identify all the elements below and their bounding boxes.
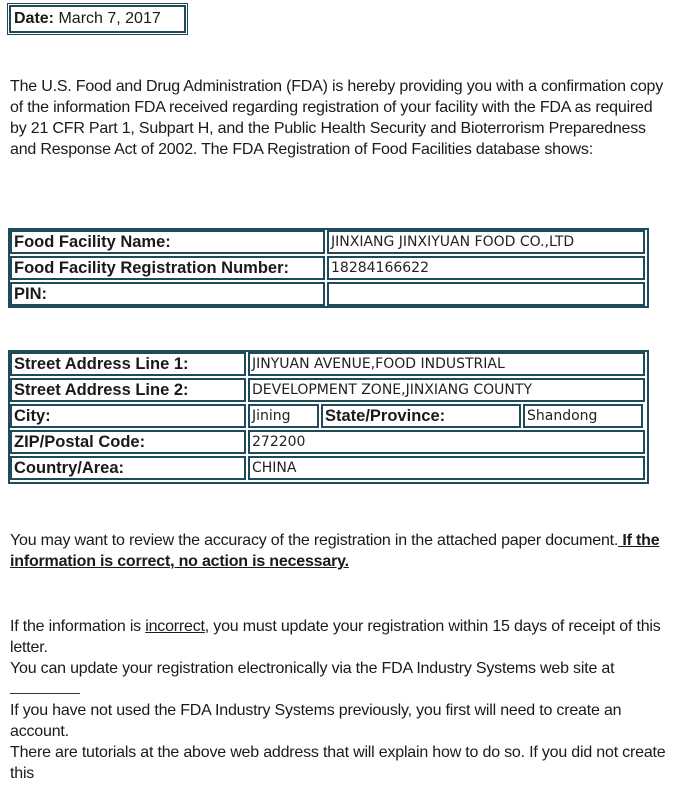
incorrect-pre: If the information is — [10, 618, 146, 635]
pin-label: PIN: — [10, 282, 325, 306]
country-value: CHINA — [248, 456, 645, 480]
intro-paragraph: The U.S. Food and Drug Administration (F… — [10, 78, 664, 158]
city-label: City: — [10, 404, 246, 428]
update-line: You can update your registration electro… — [10, 658, 670, 700]
review-bold-2: information is correct, no action is nec… — [10, 553, 349, 570]
review-text: You may want to review the accuracy of t… — [10, 532, 619, 549]
review-bold-1: If the — [618, 532, 660, 549]
update-text: You can update your registration electro… — [10, 660, 615, 677]
street-1-label: Street Address Line 1: — [10, 352, 246, 376]
facility-table: Food Facility Name: JINXIANG JINXIYUAN F… — [8, 228, 649, 308]
review-paragraph: You may want to review the accuracy of t… — [10, 530, 670, 572]
address-table: Street Address Line 1: JINYUAN AVENUE,FO… — [8, 350, 649, 484]
date-box: Date: March 7, 2017 — [7, 3, 188, 35]
state-label: State/Province: — [321, 404, 521, 428]
incorrect-word: incorrect — [145, 618, 205, 635]
incorrect-post: , you must update your registration with… — [10, 618, 661, 656]
registration-number-value: 18284166622 — [327, 256, 645, 280]
account-line: If you have not used the FDA Industry Sy… — [10, 702, 622, 740]
redacted-link[interactable] — [10, 679, 80, 694]
facility-name-label: Food Facility Name: — [10, 230, 325, 254]
tutorials-line: There are tutorials at the above web add… — [10, 744, 666, 782]
country-label: Country/Area: — [10, 456, 246, 480]
facility-name-value: JINXIANG JINXIYUAN FOOD CO.,LTD — [327, 230, 645, 254]
date-label: Date: — [14, 10, 55, 27]
date-value: March 7, 2017 — [58, 10, 161, 27]
state-value: Shandong — [523, 404, 643, 428]
zip-value: 272200 — [248, 430, 645, 454]
incorrect-paragraph: If the information is incorrect, you mus… — [10, 616, 670, 784]
incorrect-line: If the information is incorrect, you mus… — [10, 616, 670, 658]
pin-value — [327, 282, 645, 306]
registration-number-label: Food Facility Registration Number: — [10, 256, 325, 280]
city-value: Jining — [248, 404, 319, 428]
street-1-value: JINYUAN AVENUE,FOOD INDUSTRIAL — [248, 352, 645, 376]
street-2-value: DEVELOPMENT ZONE,JINXIANG COUNTY — [248, 378, 645, 402]
street-2-label: Street Address Line 2: — [10, 378, 246, 402]
zip-label: ZIP/Postal Code: — [10, 430, 246, 454]
